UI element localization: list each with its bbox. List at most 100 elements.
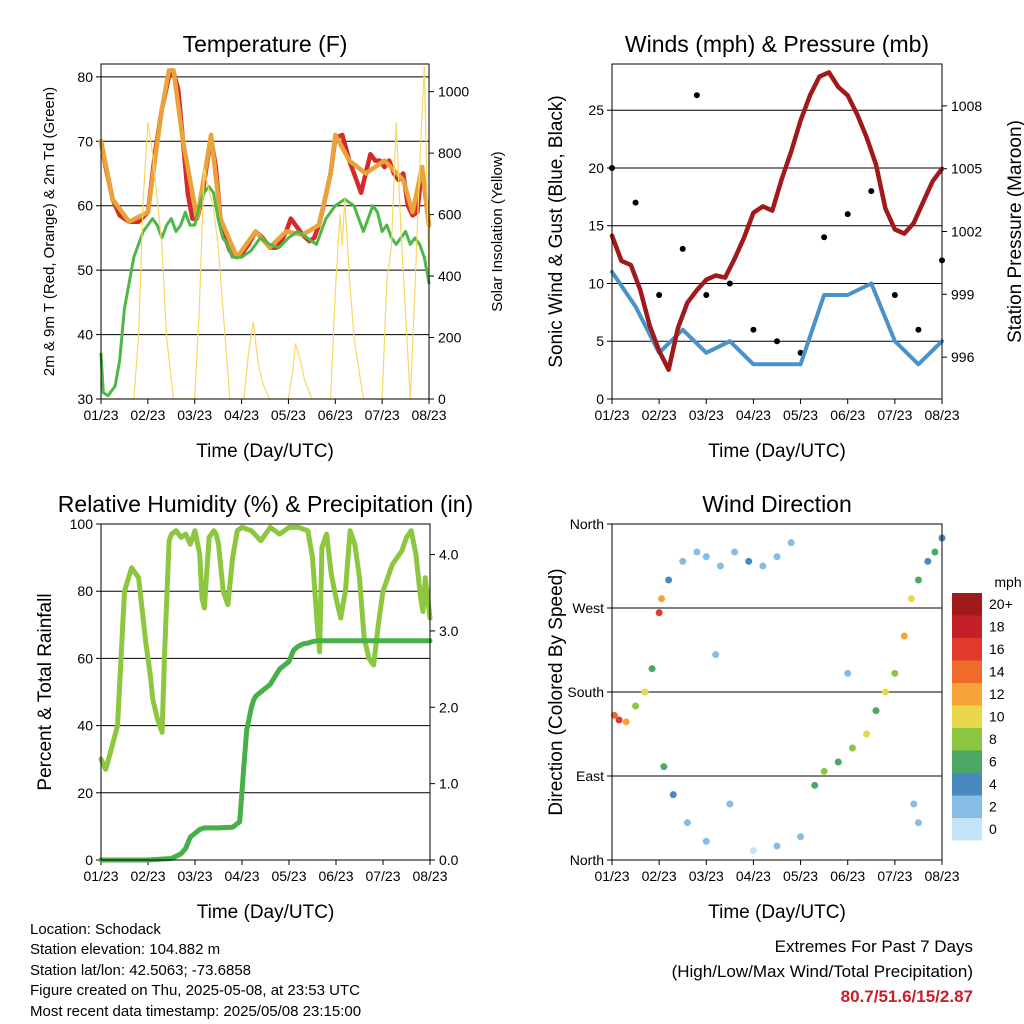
temperature-ylabel-right: Solar Insolation (Yellow) [489, 151, 506, 311]
temperature-series-1-line [98, 68, 432, 260]
wind_direction-point [622, 718, 630, 726]
winds-ytick-label: 0 [596, 391, 604, 407]
humidity-series-1-line [98, 638, 433, 863]
humidity-ytick-label: 100 [70, 516, 94, 532]
winds-xtick-label: 05/23 [783, 407, 818, 423]
humidity-xtick-label: 07/23 [365, 868, 400, 884]
wind_direction-xtick-label: 02/23 [642, 868, 677, 884]
wind_direction-point [749, 847, 757, 855]
winds-series-0-point [679, 245, 686, 252]
humidity-ylabel: Percent & Total Rainfall [35, 593, 56, 790]
humidity-xtick-label: 08/23 [412, 868, 447, 884]
humidity-xtick-label: 06/23 [318, 868, 353, 884]
wind_direction-xtick-label: 04/23 [736, 868, 771, 884]
humidity-ytick-label: 0 [85, 852, 93, 868]
colorbar-swatch [952, 705, 982, 728]
wind_direction-point [693, 548, 701, 556]
colorbar-swatch [952, 615, 982, 638]
wind_direction-point [712, 651, 720, 659]
winds-series-0-point [656, 292, 663, 299]
wind_direction-point [658, 595, 665, 603]
colorbar-swatch [952, 728, 982, 751]
humidity-xtick-label: 05/23 [271, 868, 306, 884]
extremes-heading: Extremes For Past 7 Days [774, 937, 973, 956]
winds-ylabel-right: Station Pressure (Maroon) [1005, 120, 1024, 343]
temperature-ytick-label: 50 [77, 262, 93, 278]
wind_direction-point [820, 767, 828, 775]
temperature-ytick-right-label: 400 [438, 268, 462, 284]
temperature-ytick-label: 70 [77, 133, 93, 149]
wind_direction-xtick-label: 07/23 [877, 868, 912, 884]
wind_direction-point [914, 576, 922, 584]
winds-ytick-label: 5 [596, 333, 604, 349]
station-info: Location: Schodack Station elevation: 10… [30, 920, 361, 1022]
humidity-xtick-label: 04/23 [224, 868, 259, 884]
temperature-series-2-line [99, 184, 431, 398]
winds-xtick-label: 03/23 [689, 407, 724, 423]
humidity-title: Relative Humidity (%) & Precipitation (i… [58, 491, 473, 517]
wind_direction-point [669, 791, 677, 799]
wind_direction-xtick-label: 08/23 [924, 868, 959, 884]
wind_direction-point [872, 707, 880, 715]
wind_direction-point [931, 548, 939, 556]
wind_direction-point [648, 665, 656, 673]
humidity-ytick-right-label: 1.0 [439, 776, 459, 792]
temperature-title: Temperature (F) [183, 31, 348, 57]
temperature-xtick-label: 01/23 [83, 407, 118, 423]
wind_direction-point [844, 669, 852, 677]
humidity-ytick-label: 40 [77, 718, 93, 734]
wind_direction-point [811, 781, 819, 789]
winds-series-0-point [726, 280, 733, 287]
wind_direction-point [891, 669, 899, 677]
colorbar-label: 4 [989, 776, 997, 792]
wind_direction-point [615, 716, 623, 724]
humidity-xtick-label: 03/23 [177, 868, 212, 884]
colorbar-swatch [952, 818, 982, 841]
temperature-ylabel: 2m & 9m T (Red, Orange) & 2m Td (Green) [41, 87, 58, 376]
recent-timestamp: Most recent data timestamp: 2025/05/08 2… [30, 1002, 362, 1020]
wind_direction-point [731, 548, 739, 556]
winds-xtick-label: 06/23 [830, 407, 865, 423]
winds-ytick-right-label: 999 [951, 286, 975, 302]
wind_direction-point [702, 553, 710, 561]
temperature-xtick-label: 08/23 [411, 407, 446, 423]
winds-ytick-label: 20 [588, 160, 604, 176]
temperature-xtick-label: 03/23 [177, 407, 212, 423]
winds-ytick-right-label: 1002 [951, 224, 982, 240]
extremes-legend: (High/Low/Max Wind/Total Precipitation) [671, 962, 973, 981]
winds-series-0-point [868, 188, 875, 195]
winds-series-2-line [609, 70, 945, 372]
wind_direction-point [660, 763, 668, 771]
wind_direction-title: Wind Direction [702, 491, 852, 517]
colorbar-label: 10 [989, 709, 1005, 725]
wind_direction-ylabel: Direction (Colored By Speed) [546, 568, 567, 815]
humidity-ytick-right-label: 2.0 [439, 699, 459, 715]
colorbar-label: 12 [989, 686, 1005, 702]
winds-series-1-line [610, 269, 944, 367]
colorbar-swatch [952, 683, 982, 706]
winds-series-0-point [821, 234, 828, 241]
winds-xtick-label: 04/23 [736, 407, 771, 423]
wind_direction-point [679, 557, 687, 565]
temperature-ytick-label: 40 [77, 327, 93, 343]
wind_direction-ytick-label: West [572, 600, 604, 616]
wind_direction-xtick-label: 06/23 [830, 868, 865, 884]
wind_direction-point [702, 837, 710, 845]
winds-series-0-point [891, 292, 898, 299]
temperature-ytick-right-label: 0 [438, 391, 446, 407]
winds-series-0-point [750, 326, 757, 333]
humidity-xtick-label: 01/23 [83, 868, 118, 884]
colorbar-label: 14 [989, 664, 1005, 680]
winds-xtick-label: 01/23 [594, 407, 629, 423]
humidity-xtick-label: 02/23 [130, 868, 165, 884]
temperature-ytick-label: 80 [77, 69, 93, 85]
wind_direction-point [683, 819, 691, 827]
humidity-xlabel: Time (Day/UTC) [197, 902, 335, 923]
humidity-frame [100, 523, 431, 861]
wind_direction-point [641, 688, 649, 696]
winds-ytick-right-label: 1005 [951, 161, 982, 177]
wind_direction-point [834, 758, 842, 766]
wind_direction-ytick-label: North [570, 852, 604, 868]
colorbar-label: 8 [989, 731, 997, 747]
